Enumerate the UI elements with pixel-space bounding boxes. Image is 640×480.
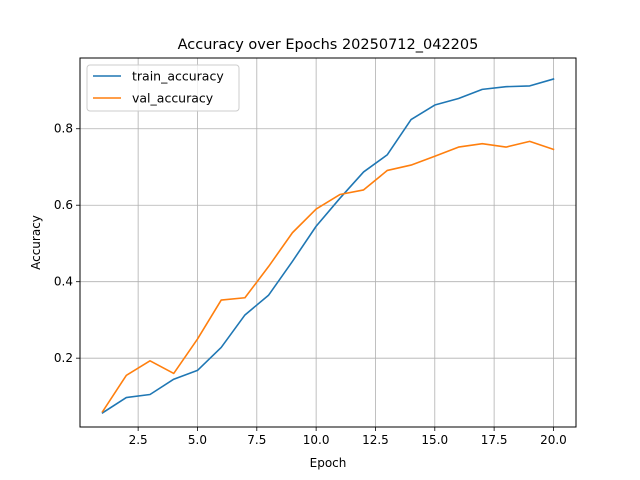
legend-label: val_accuracy bbox=[132, 91, 214, 106]
y-axis-label: Accuracy bbox=[29, 215, 43, 270]
x-tick-label: 5.0 bbox=[188, 433, 207, 447]
x-tick-label: 15.0 bbox=[421, 433, 448, 447]
grid-lines bbox=[80, 58, 576, 427]
x-axis-ticks: 2.5 5.0 7.5 10.0 12.5 15.0 17.5 20.0 bbox=[129, 427, 567, 447]
x-tick-label: 10.0 bbox=[303, 433, 330, 447]
x-tick-label: 17.5 bbox=[481, 433, 508, 447]
y-axis-ticks: 0.2 0.4 0.6 0.8 bbox=[54, 122, 80, 365]
x-tick-label: 20.0 bbox=[540, 433, 567, 447]
series-line-train-accuracy bbox=[101, 78, 555, 414]
legend-box bbox=[86, 64, 240, 112]
y-tick-label: 0.8 bbox=[54, 122, 73, 136]
x-tick-label: 7.5 bbox=[247, 433, 266, 447]
x-axis-label: Epoch bbox=[310, 456, 347, 470]
legend-label: train_accuracy bbox=[132, 69, 224, 84]
legend: train_accuracy val_accuracy bbox=[86, 64, 240, 112]
x-tick-label: 12.5 bbox=[362, 433, 389, 447]
y-tick-label: 0.4 bbox=[54, 275, 73, 289]
series-line-val-accuracy bbox=[101, 140, 555, 413]
x-tick-label: 2.5 bbox=[129, 433, 148, 447]
chart-title: Accuracy over Epochs 20250712_042205 bbox=[178, 37, 479, 53]
y-tick-label: 0.2 bbox=[54, 351, 73, 365]
y-tick-label: 0.6 bbox=[54, 198, 73, 212]
series-group bbox=[101, 78, 555, 414]
plot-frame bbox=[79, 57, 577, 428]
